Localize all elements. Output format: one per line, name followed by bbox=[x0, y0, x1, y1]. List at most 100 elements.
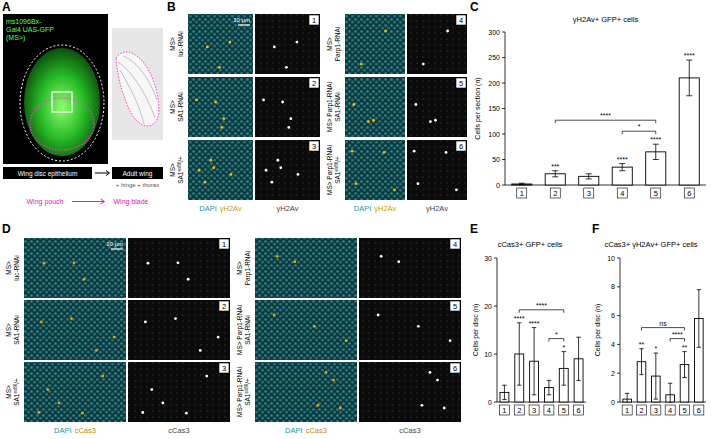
category-box bbox=[617, 188, 627, 198]
y-tick-label: 8 bbox=[611, 283, 615, 290]
condition-box bbox=[219, 301, 229, 311]
error-cap bbox=[586, 178, 592, 179]
genotype-label: SA1-RNAi bbox=[13, 315, 20, 345]
error-stem bbox=[627, 393, 628, 403]
condition-number: 3 bbox=[312, 142, 316, 151]
channel-image bbox=[255, 14, 320, 74]
stained-cell bbox=[83, 278, 86, 281]
y-tick bbox=[502, 108, 505, 109]
stained-cell bbox=[262, 98, 265, 101]
significance-label: **** bbox=[529, 320, 540, 327]
error-cap bbox=[654, 353, 658, 354]
error-cap bbox=[697, 347, 701, 348]
channel-image bbox=[255, 140, 320, 200]
panel-letter: D bbox=[2, 222, 11, 236]
scale-bar bbox=[111, 248, 123, 249]
y-axis bbox=[505, 32, 506, 185]
error-stem bbox=[622, 164, 623, 171]
condition-number: 2 bbox=[312, 79, 316, 88]
stained-cell bbox=[393, 188, 396, 191]
pouch-label: Wing pouch bbox=[27, 198, 64, 206]
stained-cell bbox=[203, 181, 206, 184]
stained-cell bbox=[265, 169, 268, 172]
error-cap bbox=[502, 385, 506, 386]
error-cap bbox=[697, 289, 701, 290]
y-tick-label: 6 bbox=[611, 312, 615, 319]
y-tick bbox=[502, 83, 505, 84]
error-stem bbox=[684, 352, 685, 378]
merge-image bbox=[24, 362, 126, 422]
arrow bbox=[95, 171, 110, 176]
caption-dapi: DAPI bbox=[199, 204, 217, 213]
adult-extra: + hinge + thorax bbox=[116, 182, 159, 188]
error-bar bbox=[697, 290, 701, 348]
stained-cell bbox=[217, 336, 220, 339]
caption-marker: γH2Av bbox=[220, 204, 242, 213]
error-cap bbox=[653, 144, 659, 145]
chart-title: cCas3+ GFP+ cells bbox=[498, 240, 563, 249]
caption-box bbox=[3, 167, 92, 179]
stained-cell bbox=[101, 375, 104, 378]
stained-cell bbox=[279, 166, 282, 169]
genotype-label: SA1ex86/+ bbox=[244, 378, 252, 406]
x-tick-label: 1 bbox=[502, 406, 506, 415]
category-box bbox=[544, 405, 554, 415]
stained-cell bbox=[414, 103, 417, 106]
panel-letter: A bbox=[2, 0, 11, 14]
stained-cell bbox=[209, 159, 212, 162]
condition-box bbox=[219, 363, 229, 373]
merge-image bbox=[255, 300, 357, 360]
stained-cell bbox=[380, 255, 383, 258]
error-bar bbox=[562, 352, 566, 386]
genotype-text: MS> bbox=[169, 100, 176, 114]
condition-box bbox=[450, 301, 460, 311]
driver-label: (MS>) bbox=[6, 34, 25, 42]
text-line: cCas3+ γH2Av+ GFP+ cells bbox=[604, 240, 697, 249]
comparison-label: **** bbox=[672, 331, 683, 338]
error-cap bbox=[562, 385, 566, 386]
error-stem bbox=[534, 328, 535, 395]
stained-cell bbox=[345, 339, 348, 342]
condition-number: 5 bbox=[459, 79, 463, 88]
stained-cell bbox=[212, 166, 215, 169]
chart-title: cCas3+ γH2Av+ GFP+ cells bbox=[604, 240, 697, 249]
genotype-label: MS> bbox=[236, 261, 243, 275]
merge-image bbox=[255, 238, 357, 298]
driver-label: Gal4 UAS-GFP bbox=[6, 26, 54, 33]
arrow bbox=[72, 199, 105, 204]
comparison-bracket bbox=[670, 339, 684, 342]
genotype-label: MS> Parp1-RNAi bbox=[236, 305, 244, 355]
y-tick-label: 200 bbox=[488, 80, 500, 87]
channel-caption: γH2Av bbox=[426, 204, 448, 213]
channel-caption: cCas3 bbox=[399, 426, 420, 435]
x-tick-label: 1 bbox=[625, 406, 629, 415]
wing-veins bbox=[118, 56, 157, 124]
error-cap bbox=[547, 394, 551, 395]
genotype-label: SA1ex86/+ bbox=[13, 378, 21, 406]
channel-image bbox=[255, 77, 320, 137]
x-tick-label: 1 bbox=[520, 189, 524, 198]
adult-label: Adult wing bbox=[123, 170, 153, 178]
comparison-label: **** bbox=[536, 302, 547, 309]
stained-cell bbox=[295, 41, 298, 44]
genotype-text: SA1 bbox=[244, 393, 251, 406]
scale-bar-label: 10 μm bbox=[106, 241, 123, 247]
y-tick-label: 4 bbox=[611, 341, 615, 348]
significance-label: ** bbox=[682, 344, 688, 351]
error-cap bbox=[619, 163, 625, 164]
category-box bbox=[694, 405, 704, 415]
stained-cell bbox=[383, 151, 386, 154]
genotype-text: /+ bbox=[334, 156, 341, 162]
stained-cell bbox=[81, 412, 84, 415]
stained-cell bbox=[220, 126, 223, 129]
pouch-outline bbox=[30, 98, 94, 150]
stained-cell bbox=[313, 325, 316, 328]
y-tick-label: 100 bbox=[488, 131, 500, 138]
error-cap bbox=[653, 159, 659, 160]
stained-cell bbox=[285, 66, 288, 69]
stained-cell bbox=[417, 325, 420, 328]
stained-cell bbox=[161, 402, 164, 405]
y-axis-title: Cells per section (n) bbox=[474, 77, 482, 139]
stained-cell bbox=[449, 339, 452, 342]
genotype-text: SA1-RNAi bbox=[244, 315, 251, 345]
